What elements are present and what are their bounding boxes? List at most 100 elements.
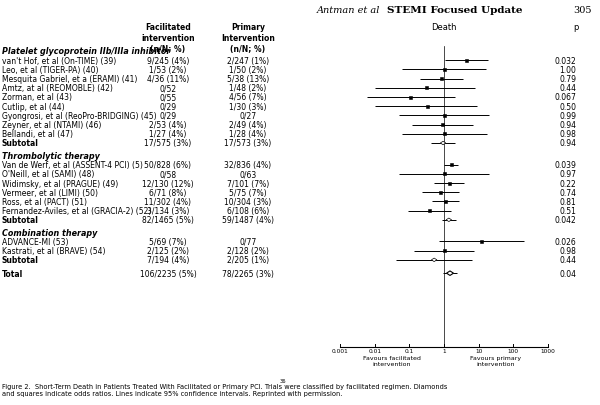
Text: 2/128 (2%): 2/128 (2%) [227,247,269,256]
Text: 32/836 (4%): 32/836 (4%) [224,161,272,170]
Text: 100: 100 [508,349,519,354]
Bar [465,60,468,62]
Text: 0.22: 0.22 [559,179,576,188]
Bar [443,115,445,117]
Bar [443,69,445,72]
Text: 0.97: 0.97 [559,170,576,179]
Text: Primary
Intervention
(n/N; %): Primary Intervention (n/N; %) [221,23,275,54]
Text: 10/304 (3%): 10/304 (3%) [224,197,272,207]
Text: 1/48 (2%): 1/48 (2%) [229,84,266,93]
Text: Gyongrosi, et al (ReoPro-BRIDGING) (45): Gyongrosi, et al (ReoPro-BRIDGING) (45) [2,112,157,121]
Polygon shape [431,258,437,262]
Text: Mesquita Gabriel, et a (ERAMI) (41): Mesquita Gabriel, et a (ERAMI) (41) [2,75,137,84]
Text: Zorman, et al (43): Zorman, et al (43) [2,93,72,102]
Text: 82/1465 (5%): 82/1465 (5%) [142,216,194,225]
Text: 0.98: 0.98 [559,247,576,256]
Text: 0/52: 0/52 [160,84,176,93]
Text: 0.44: 0.44 [559,84,576,93]
Text: 5/69 (7%): 5/69 (7%) [149,237,187,246]
Text: Figure 2.  Short-Term Death in Patients Treated With Facilitated or Primary PCI.: Figure 2. Short-Term Death in Patients T… [2,383,448,396]
Bar [443,133,446,136]
Text: Vermeer, et al (LIMI) (50): Vermeer, et al (LIMI) (50) [2,188,98,197]
Text: 0.032: 0.032 [554,57,576,66]
Text: 5/38 (13%): 5/38 (13%) [227,75,269,84]
Text: Death: Death [431,23,457,32]
Text: 1/53 (2%): 1/53 (2%) [149,66,187,75]
Bar [441,124,444,127]
Bar [444,200,447,203]
Bar [480,240,483,243]
Text: Facilitated
intervention
(n/N; %): Facilitated intervention (n/N; %) [141,23,195,54]
Bar [426,105,429,109]
Text: ADVANCE-MI (53): ADVANCE-MI (53) [2,237,68,246]
Text: 0.01: 0.01 [368,349,381,354]
Text: 9/245 (4%): 9/245 (4%) [147,57,189,66]
Text: 1/27 (4%): 1/27 (4%) [149,130,187,139]
Text: 0.001: 0.001 [332,349,349,354]
Bar [428,210,431,213]
Text: 0.94: 0.94 [559,139,576,148]
Text: 1/28 (4%): 1/28 (4%) [229,130,266,139]
Text: 0.026: 0.026 [554,237,576,246]
Text: 7/101 (7%): 7/101 (7%) [227,179,269,188]
Text: 0/63: 0/63 [239,170,257,179]
Bar [443,173,445,176]
Text: 1/50 (2%): 1/50 (2%) [229,66,266,75]
Bar [409,96,412,99]
Text: 1/30 (3%): 1/30 (3%) [229,102,267,111]
Text: 0.94: 0.94 [559,121,576,130]
Text: 4/56 (7%): 4/56 (7%) [229,93,267,102]
Text: 11/302 (4%): 11/302 (4%) [145,197,191,207]
Text: 0/58: 0/58 [160,170,176,179]
Text: Zeyner, et al (NTAMI) (46): Zeyner, et al (NTAMI) (46) [2,121,101,130]
Text: 12/130 (12%): 12/130 (12%) [142,179,194,188]
Text: p: p [574,23,578,32]
Polygon shape [440,142,446,145]
Text: 0/29: 0/29 [160,102,176,111]
Text: 0.51: 0.51 [559,207,576,215]
Text: 0.98: 0.98 [559,130,576,139]
Text: 3/134 (3%): 3/134 (3%) [147,207,189,215]
Text: 2/49 (4%): 2/49 (4%) [229,121,267,130]
Text: 5/75 (7%): 5/75 (7%) [229,188,267,197]
Text: 0.50: 0.50 [559,102,576,111]
Text: 0/27: 0/27 [239,112,257,121]
Text: 0.042: 0.042 [554,216,576,225]
Text: Total: Total [2,269,23,278]
Text: 0/55: 0/55 [160,93,176,102]
Bar [448,182,451,185]
Text: 2/53 (4%): 2/53 (4%) [149,121,187,130]
Text: 2/205 (1%): 2/205 (1%) [227,256,269,265]
Text: Subtotal: Subtotal [2,139,39,148]
Bar [439,191,442,194]
Text: 4/36 (11%): 4/36 (11%) [147,75,189,84]
Text: Cutlip, et al (44): Cutlip, et al (44) [2,102,65,111]
Text: Thrombolytic therapy: Thrombolytic therapy [2,151,100,160]
Text: 1: 1 [442,349,446,354]
Text: Fernandez-Aviles, et al (GRACIA-2) (52): Fernandez-Aviles, et al (GRACIA-2) (52) [2,207,151,215]
Text: 59/1487 (4%): 59/1487 (4%) [222,216,274,225]
Text: STEMI Focused Update: STEMI Focused Update [387,6,523,15]
Bar [449,164,452,167]
Text: 0.79: 0.79 [559,75,576,84]
Text: 0.81: 0.81 [559,197,576,207]
Text: 0/77: 0/77 [239,237,257,246]
Text: Favours facilitated
intervention: Favours facilitated intervention [363,355,421,366]
Text: Favours primary
intervention: Favours primary intervention [470,355,521,366]
Text: van't Hof, et al (On-TIME) (39): van't Hof, et al (On-TIME) (39) [2,57,116,66]
Text: 0/29: 0/29 [160,112,176,121]
Text: Bellandi, et al (47): Bellandi, et al (47) [2,130,73,139]
Bar [443,249,446,252]
Text: 1.00: 1.00 [559,66,576,75]
Text: Platelet glycoprotein IIb/IIIa inhibitor: Platelet glycoprotein IIb/IIIa inhibitor [2,47,170,56]
Text: 0.74: 0.74 [559,188,576,197]
Text: 2/125 (2%): 2/125 (2%) [147,247,189,256]
Text: 2/247 (1%): 2/247 (1%) [227,57,269,66]
Text: Antman et al: Antman et al [316,6,380,15]
Text: Van de Werf, et al (ASSENT-4 PCI) (5): Van de Werf, et al (ASSENT-4 PCI) (5) [2,161,143,170]
Polygon shape [446,271,454,276]
Text: 0.44: 0.44 [559,256,576,265]
Text: 106/2235 (5%): 106/2235 (5%) [140,269,196,278]
Text: 0.039: 0.039 [554,161,576,170]
Text: 0.99: 0.99 [559,112,576,121]
